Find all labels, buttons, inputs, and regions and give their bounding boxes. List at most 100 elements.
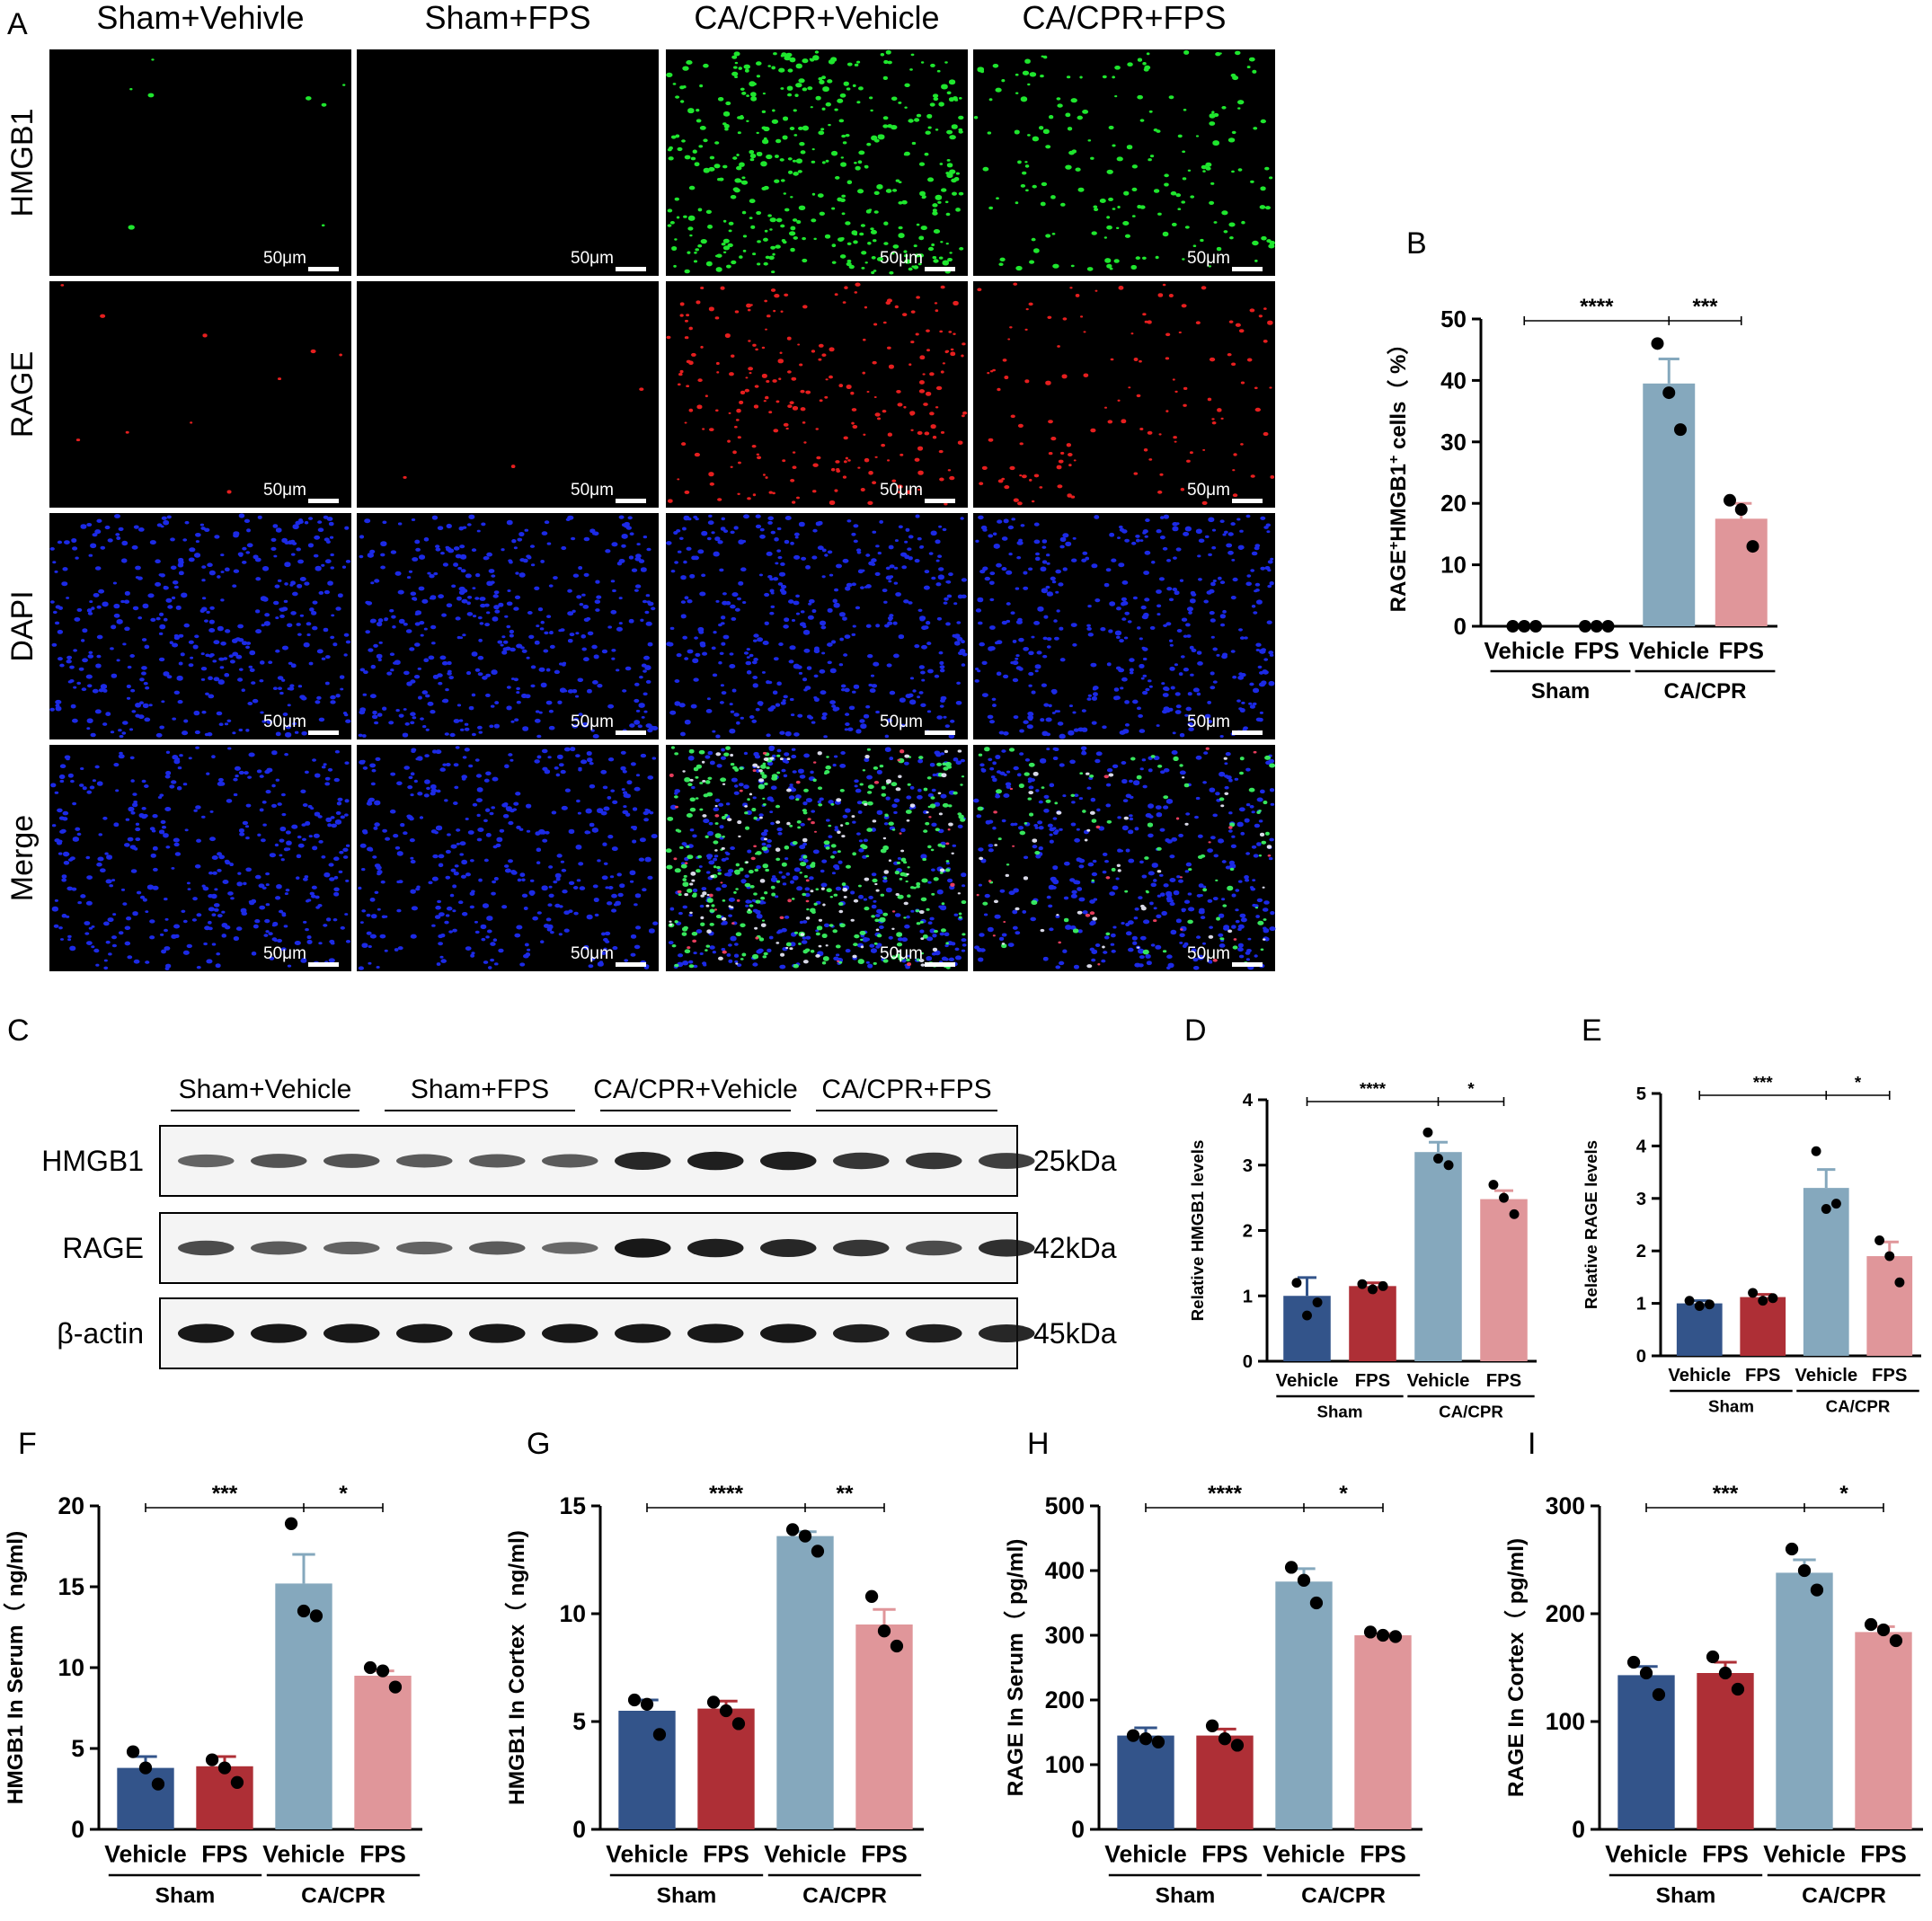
y-tick-label: 4 xyxy=(1636,1137,1647,1156)
y-tick-label: 400 xyxy=(1045,1557,1085,1584)
blot-band xyxy=(323,1323,380,1343)
data-point xyxy=(1639,1666,1653,1680)
data-point xyxy=(719,1704,733,1718)
scale-bar xyxy=(1232,267,1263,271)
x-category-label: FPS xyxy=(1860,1841,1907,1868)
x-category-label: FPS xyxy=(1201,1841,1248,1868)
x-category-label: Vehicle xyxy=(1276,1371,1339,1391)
blot-band xyxy=(542,1242,598,1254)
significance-label: **** xyxy=(1208,1482,1243,1506)
significance-label: *** xyxy=(1713,1482,1739,1506)
x-category-label: Vehicle xyxy=(1484,637,1564,664)
x-category-label: FPS xyxy=(1573,637,1619,664)
cell-signal xyxy=(50,746,351,971)
data-point xyxy=(1662,386,1676,400)
micrograph-background xyxy=(357,49,659,276)
micrograph-tile: 50μm xyxy=(49,49,351,276)
blot-row-label: β-actin xyxy=(57,1317,144,1350)
y-tick-label: 40 xyxy=(1440,367,1467,394)
data-point xyxy=(1889,1633,1903,1648)
x-group-label: CA/CPR xyxy=(1663,679,1746,704)
blot-group-label: Sham+FPS xyxy=(411,1075,549,1104)
data-point xyxy=(1488,1180,1499,1191)
micrograph-tile: 50μm xyxy=(357,745,659,971)
y-tick-label: 0 xyxy=(1636,1347,1646,1367)
x-group-label: CA/CPR xyxy=(1301,1884,1386,1908)
scale-bar xyxy=(616,267,646,271)
significance-label: *** xyxy=(1753,1073,1774,1092)
y-axis-label: Relative HMGB1 levels xyxy=(1188,1140,1207,1322)
y-tick-label: 300 xyxy=(1045,1622,1085,1649)
micrograph-tile: 50μm xyxy=(357,513,659,739)
scale-bar-label: 50μm xyxy=(880,713,923,731)
bar xyxy=(1866,1256,1913,1356)
scale-bar-label: 50μm xyxy=(1187,944,1230,963)
panel-letter: D xyxy=(1184,1014,1207,1048)
data-point xyxy=(1864,1617,1878,1632)
bar xyxy=(354,1676,412,1829)
blot-band xyxy=(251,1241,307,1255)
y-axis-label: RAGE+HMGB1+ cells（ %） xyxy=(1387,333,1412,613)
bar xyxy=(1855,1632,1912,1829)
blot-band xyxy=(760,1151,817,1171)
data-point xyxy=(1518,620,1531,633)
data-point xyxy=(731,1717,746,1731)
chart-panel-h: H 0 100 200 300 400 500 RAGE In Serum（ pg/ml) Ve… xyxy=(1003,1427,1422,1908)
scale-bar-label: 50μm xyxy=(571,713,614,731)
data-point xyxy=(1734,503,1748,517)
data-point xyxy=(1590,620,1603,633)
panel-letter: I xyxy=(1528,1427,1536,1461)
data-point xyxy=(1651,337,1664,350)
data-point xyxy=(1509,1208,1520,1219)
micrograph-tile: 50μm xyxy=(973,745,1276,971)
significance-label: * xyxy=(1339,1482,1348,1506)
x-category-label: FPS xyxy=(1355,1371,1390,1391)
scale-bar xyxy=(308,730,339,735)
panel-letter-a: A xyxy=(7,7,28,41)
data-point xyxy=(1218,1732,1232,1746)
micrograph-tile: 50μm xyxy=(357,49,659,276)
data-point xyxy=(1652,1687,1666,1702)
bar xyxy=(1480,1199,1528,1361)
y-tick-label: 15 xyxy=(58,1573,85,1600)
bar xyxy=(1283,1296,1331,1361)
micrograph-tile: 50μm xyxy=(666,513,968,739)
data-point xyxy=(284,1517,298,1530)
x-category-label: Vehicle xyxy=(1668,1366,1731,1385)
y-tick-label: 100 xyxy=(1045,1751,1085,1778)
data-point xyxy=(1601,620,1615,633)
scale-bar-label: 50μm xyxy=(571,481,614,500)
x-category-label: FPS xyxy=(1702,1841,1749,1868)
micrograph-background xyxy=(49,281,351,508)
cell-signal xyxy=(665,746,967,969)
data-point xyxy=(1674,423,1688,437)
blot-band xyxy=(469,1323,526,1343)
cell-signal xyxy=(666,49,964,275)
x-category-label: FPS xyxy=(359,1841,406,1868)
data-point xyxy=(1529,620,1543,633)
y-tick-label: 300 xyxy=(1546,1492,1585,1519)
data-point xyxy=(627,1693,642,1707)
data-point xyxy=(1302,1310,1312,1321)
blot-band xyxy=(323,1241,380,1255)
scale-bar-label: 50μm xyxy=(1187,249,1230,268)
significance-label: * xyxy=(1855,1073,1862,1092)
y-tick-label: 200 xyxy=(1045,1686,1085,1713)
y-tick-label: 1 xyxy=(1636,1295,1646,1315)
y-tick-label: 15 xyxy=(560,1492,587,1519)
scale-bar xyxy=(308,499,339,503)
data-point xyxy=(811,1545,825,1558)
data-point xyxy=(798,1529,812,1543)
bar xyxy=(1414,1152,1462,1361)
x-group-label: Sham xyxy=(1708,1396,1754,1415)
blot-band xyxy=(178,1323,235,1343)
data-point xyxy=(864,1589,879,1603)
data-point xyxy=(1785,1542,1799,1556)
bar xyxy=(1776,1572,1833,1829)
significance-label: * xyxy=(1467,1079,1475,1098)
panel-a-column-header: CA/CPR+FPS xyxy=(1022,0,1226,36)
data-point xyxy=(877,1624,891,1638)
data-point xyxy=(1830,1199,1841,1209)
x-category-label: Vehicle xyxy=(1263,1841,1344,1868)
data-point xyxy=(1506,620,1520,633)
